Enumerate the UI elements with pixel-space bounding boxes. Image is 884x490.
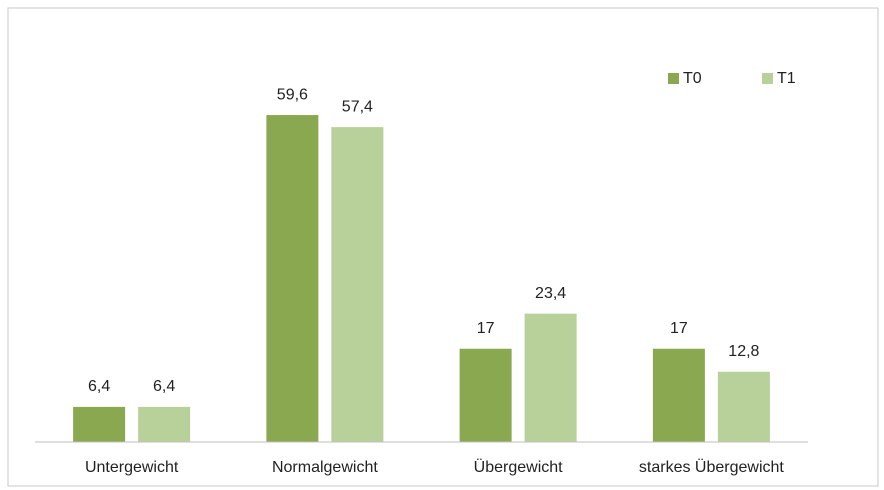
bar xyxy=(459,348,512,442)
bar xyxy=(266,115,319,443)
x-tick-label: Normalgewicht xyxy=(272,459,378,476)
x-tick-label: Übergewicht xyxy=(474,458,563,476)
data-label: 6,4 xyxy=(88,378,110,395)
x-tick-label: starkes Übergewicht xyxy=(639,458,785,476)
legend-label: T0 xyxy=(683,70,702,87)
bar xyxy=(652,348,705,442)
data-label: 23,4 xyxy=(535,285,566,302)
legend-label: T1 xyxy=(777,70,796,87)
data-label: 17 xyxy=(477,320,495,337)
bar xyxy=(331,127,384,443)
bar xyxy=(138,406,191,442)
bar xyxy=(524,313,577,442)
data-label: 57,4 xyxy=(342,98,373,115)
data-label: 12,8 xyxy=(728,343,759,360)
x-tick-label: Untergewicht xyxy=(85,459,179,476)
bar xyxy=(717,371,770,442)
data-label: 6,4 xyxy=(153,378,175,395)
bar xyxy=(73,406,126,442)
legend-swatch xyxy=(668,73,679,84)
data-label: 59,6 xyxy=(277,86,308,103)
legend-swatch xyxy=(762,73,773,84)
data-label: 17 xyxy=(670,320,688,337)
